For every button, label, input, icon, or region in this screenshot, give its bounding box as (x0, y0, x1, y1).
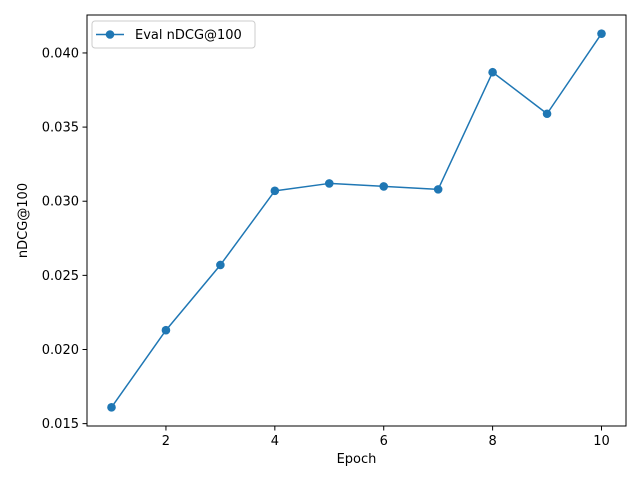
x-tick-label: 2 (162, 434, 170, 449)
data-point (542, 109, 552, 119)
data-point (270, 186, 280, 196)
y-tick-label: 0.020 (42, 343, 79, 358)
data-point (107, 403, 116, 412)
axes-frame (86, 14, 627, 427)
data-point (433, 185, 443, 194)
y-tick-label: 0.030 (42, 195, 79, 210)
y-tick-label: 0.025 (42, 269, 79, 284)
series-line-0 (110, 33, 603, 408)
y-tick-label: 0.040 (42, 46, 79, 61)
x-tick-label: 4 (271, 434, 279, 449)
legend-marker (105, 30, 115, 39)
x-tick-label: 6 (380, 434, 388, 449)
x-axis-ticks: 2 4 6 8 10 (162, 426, 610, 449)
data-point (216, 260, 225, 270)
legend-label: Eval nDCG@100 (135, 28, 242, 43)
y-tick-label: 0.015 (42, 417, 79, 432)
data-point (324, 179, 334, 188)
y-axis-title: nDCG@100 (16, 183, 31, 258)
data-point (597, 29, 606, 38)
data-point (488, 67, 497, 77)
data-point (379, 182, 389, 191)
x-tick-label: 10 (593, 434, 610, 449)
data-point (161, 325, 171, 335)
legend: Eval nDCG@100 (91, 20, 256, 49)
legend-box (91, 20, 256, 49)
x-tick-label: 8 (488, 434, 496, 449)
x-axis-title: Epoch (337, 452, 377, 467)
y-axis-ticks: 0.015 0.020 0.025 0.030 0.035 0.040 (42, 46, 87, 432)
y-tick-label: 0.035 (42, 121, 79, 136)
series-layer (107, 29, 606, 412)
